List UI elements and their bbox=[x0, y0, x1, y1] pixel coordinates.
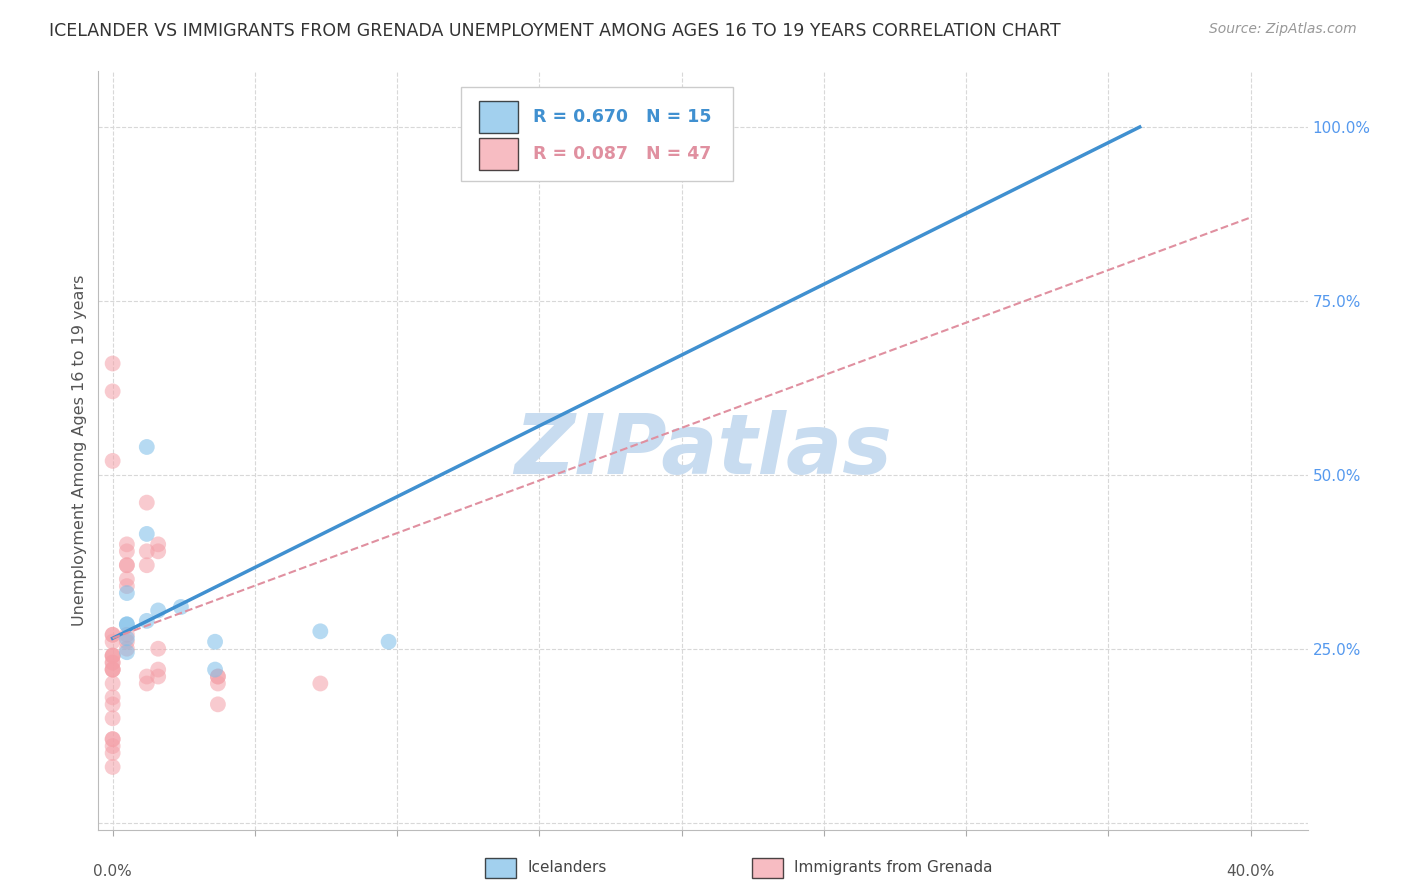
Point bbox=[135, 544, 157, 558]
Point bbox=[115, 572, 138, 586]
Point bbox=[101, 384, 124, 399]
Point bbox=[135, 614, 157, 628]
Point bbox=[101, 746, 124, 760]
Point bbox=[207, 669, 229, 683]
Point bbox=[101, 676, 124, 690]
Point bbox=[135, 495, 157, 509]
Point bbox=[135, 676, 157, 690]
Point bbox=[101, 648, 124, 663]
Point bbox=[115, 617, 138, 632]
FancyBboxPatch shape bbox=[479, 101, 517, 133]
Point bbox=[101, 663, 124, 677]
Point bbox=[115, 579, 138, 593]
Point bbox=[146, 603, 169, 617]
Point bbox=[146, 669, 169, 683]
FancyBboxPatch shape bbox=[479, 138, 517, 170]
Point bbox=[146, 663, 169, 677]
Point bbox=[115, 645, 138, 659]
Text: Source: ZipAtlas.com: Source: ZipAtlas.com bbox=[1209, 22, 1357, 37]
Point bbox=[101, 711, 124, 725]
FancyBboxPatch shape bbox=[461, 87, 734, 181]
Point bbox=[309, 624, 332, 639]
Point bbox=[115, 586, 138, 600]
Point bbox=[135, 558, 157, 573]
Text: R = 0.087   N = 47: R = 0.087 N = 47 bbox=[533, 145, 711, 163]
Point bbox=[101, 732, 124, 747]
Point bbox=[101, 732, 124, 747]
Point bbox=[101, 760, 124, 774]
Text: 0.0%: 0.0% bbox=[93, 863, 132, 879]
Point bbox=[207, 669, 229, 683]
Point bbox=[135, 527, 157, 541]
Point bbox=[101, 656, 124, 670]
Point bbox=[207, 698, 229, 712]
Text: ICELANDER VS IMMIGRANTS FROM GRENADA UNEMPLOYMENT AMONG AGES 16 TO 19 YEARS CORR: ICELANDER VS IMMIGRANTS FROM GRENADA UNE… bbox=[49, 22, 1062, 40]
Point bbox=[309, 676, 332, 690]
Point bbox=[204, 634, 226, 648]
Point bbox=[146, 641, 169, 656]
Point bbox=[170, 599, 193, 614]
Point bbox=[101, 663, 124, 677]
Point bbox=[146, 537, 169, 551]
Point bbox=[115, 632, 138, 646]
Text: 40.0%: 40.0% bbox=[1226, 863, 1275, 879]
Point bbox=[101, 663, 124, 677]
Point bbox=[115, 634, 138, 648]
Point bbox=[204, 663, 226, 677]
Point bbox=[377, 634, 399, 648]
Point bbox=[101, 739, 124, 753]
Point bbox=[101, 454, 124, 468]
Y-axis label: Unemployment Among Ages 16 to 19 years: Unemployment Among Ages 16 to 19 years bbox=[72, 275, 87, 626]
Point bbox=[101, 648, 124, 663]
Point bbox=[565, 120, 588, 134]
Point bbox=[101, 628, 124, 642]
Point bbox=[101, 698, 124, 712]
Point bbox=[135, 440, 157, 454]
Point bbox=[115, 558, 138, 573]
Text: Immigrants from Grenada: Immigrants from Grenada bbox=[794, 860, 993, 874]
Point bbox=[146, 544, 169, 558]
Point bbox=[115, 544, 138, 558]
Point bbox=[115, 641, 138, 656]
Point bbox=[115, 628, 138, 642]
Point bbox=[101, 690, 124, 705]
Point bbox=[101, 634, 124, 648]
Point bbox=[101, 648, 124, 663]
Point bbox=[101, 628, 124, 642]
Point bbox=[101, 656, 124, 670]
Point bbox=[101, 357, 124, 371]
Text: ZIPatlas: ZIPatlas bbox=[515, 410, 891, 491]
Point bbox=[115, 617, 138, 632]
Point bbox=[135, 669, 157, 683]
Point bbox=[207, 676, 229, 690]
Text: R = 0.670   N = 15: R = 0.670 N = 15 bbox=[533, 108, 711, 126]
Point bbox=[115, 537, 138, 551]
Point bbox=[115, 558, 138, 573]
Text: Icelanders: Icelanders bbox=[527, 860, 606, 874]
